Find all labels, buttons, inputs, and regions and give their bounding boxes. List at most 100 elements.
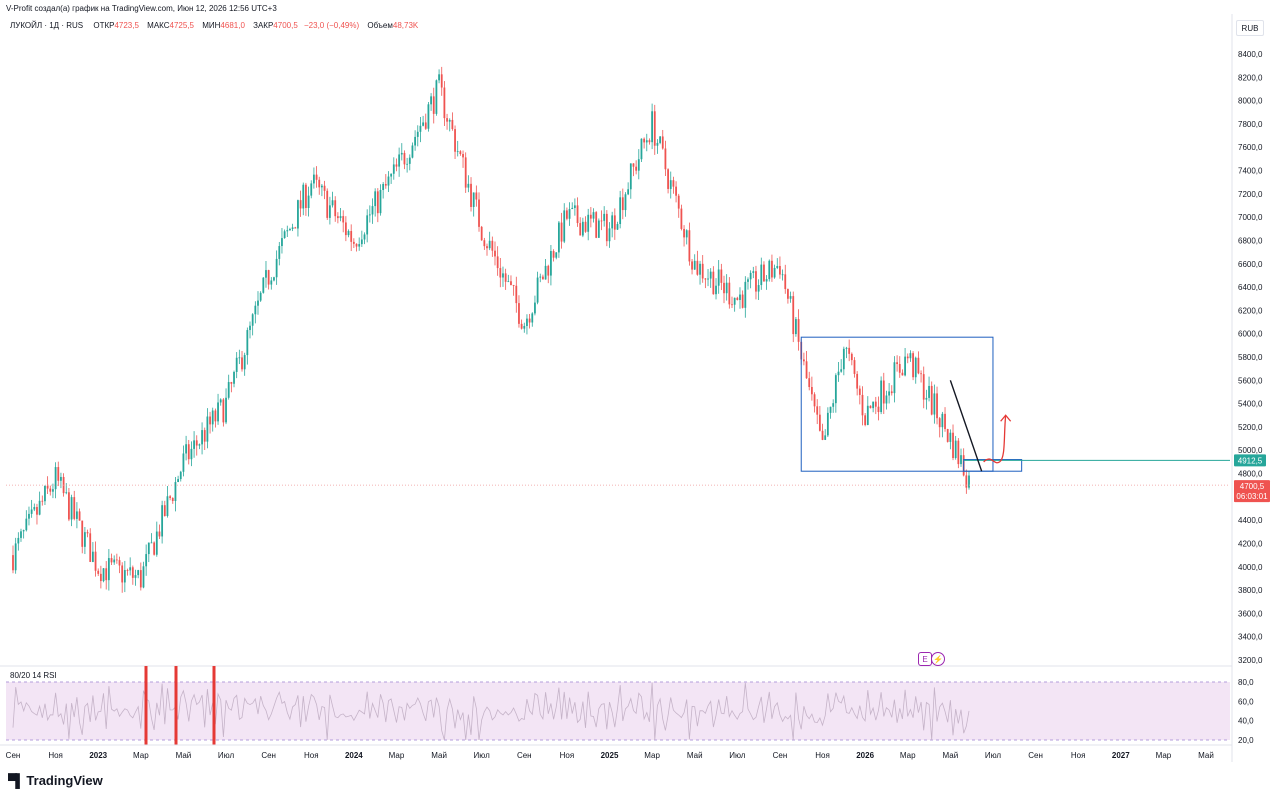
candle-body xyxy=(720,269,723,283)
candle-body xyxy=(182,453,185,472)
candle-body xyxy=(571,207,574,210)
time-tick-label: Июл xyxy=(218,751,235,760)
candle-body xyxy=(813,394,816,407)
time-tick-label: Мар xyxy=(900,751,916,760)
candle-body xyxy=(643,138,646,143)
earnings-badge[interactable]: E xyxy=(918,652,932,666)
candle-body xyxy=(438,74,440,81)
candle-body xyxy=(384,184,387,186)
candle-body xyxy=(757,285,760,292)
candle-body xyxy=(624,194,627,211)
tradingview-logo: ▀▌ TradingView xyxy=(8,773,103,788)
candle-body xyxy=(848,347,851,354)
candle-body xyxy=(302,184,305,209)
candle-body xyxy=(965,475,968,488)
price-axis[interactable]: 8400,0 8200,0 8000,0 7800,0 7600,0 7400,0 7200… xyxy=(1231,14,1263,762)
candle-body xyxy=(374,191,377,207)
lightning-icon[interactable]: ⚡ xyxy=(931,652,945,666)
candle-body xyxy=(174,482,177,502)
candle-body xyxy=(49,488,52,492)
candle-body xyxy=(528,318,531,323)
drawings-layer[interactable] xyxy=(6,336,1230,486)
candle-body xyxy=(432,96,435,114)
candle-body xyxy=(587,214,590,232)
rsi-label[interactable]: 80/20 14 RSI xyxy=(10,671,57,680)
candle-body xyxy=(267,270,270,285)
time-tick-label: Ноя xyxy=(48,751,63,760)
candle-body xyxy=(776,266,779,268)
price-tick-label: 3400,0 xyxy=(1238,633,1263,642)
candle-body xyxy=(430,96,432,105)
candle-body xyxy=(281,238,283,247)
candle-body xyxy=(826,412,829,436)
candle-body xyxy=(816,406,819,415)
candle-body xyxy=(797,319,800,342)
rsi-tick-label: 40,0 xyxy=(1238,717,1254,726)
candle-body xyxy=(60,476,62,481)
price-tick-label: 7200,0 xyxy=(1238,190,1263,199)
candle-body xyxy=(829,406,832,413)
candle-body xyxy=(171,498,174,502)
candle-body xyxy=(773,267,776,278)
candle-body xyxy=(941,413,944,428)
candle-body xyxy=(669,180,672,189)
candle-body xyxy=(906,356,909,359)
candle-body xyxy=(802,359,805,362)
time-tick-label: Мар xyxy=(1156,751,1172,760)
candle-body xyxy=(278,246,281,259)
candle-body xyxy=(736,297,739,300)
candle-body xyxy=(917,357,920,374)
candle-body xyxy=(930,385,933,415)
candle-body xyxy=(954,440,957,459)
price-tick-label: 5600,0 xyxy=(1238,376,1263,385)
candle-body xyxy=(555,252,558,258)
candle-body xyxy=(880,380,883,413)
candle-body xyxy=(115,559,118,561)
candle-body xyxy=(158,531,161,537)
candle-body xyxy=(123,570,126,583)
candle-body xyxy=(818,414,821,431)
time-tick-label: Сен xyxy=(1028,751,1043,760)
trend-line xyxy=(949,380,983,472)
time-axis[interactable]: Сен Ноя 2023 Мар Май Июл Сен Ноя 2024 Мар Май Июл Се… xyxy=(0,744,1232,760)
symbol-label[interactable]: ЛУКОЙЛ · 1Д · RUS xyxy=(10,21,84,30)
candle-body xyxy=(336,216,339,219)
low-label: МИН xyxy=(202,21,221,30)
candle-body xyxy=(637,159,640,171)
candle-body xyxy=(563,210,566,242)
candle-body xyxy=(595,212,598,238)
currency-button[interactable]: RUB xyxy=(1236,20,1264,36)
candle-body xyxy=(765,279,768,282)
price-tick-label: 5400,0 xyxy=(1238,400,1263,409)
candle-body xyxy=(805,361,808,379)
candle-body xyxy=(273,277,275,281)
candle-body xyxy=(400,152,403,155)
low-value: 4681,0 xyxy=(220,21,245,30)
candle-body xyxy=(142,566,145,588)
candle-body xyxy=(137,570,140,576)
candle-body xyxy=(840,369,843,372)
candle-body xyxy=(299,200,302,209)
candle-body xyxy=(403,152,406,165)
candle-body xyxy=(313,174,315,184)
candle-body xyxy=(821,430,824,440)
candle-body xyxy=(28,513,30,519)
candle-body xyxy=(134,575,137,578)
candle-body xyxy=(65,492,68,494)
candle-body xyxy=(155,531,158,555)
candle-body xyxy=(717,269,720,286)
candle-body xyxy=(376,191,379,214)
candle-body xyxy=(456,151,459,153)
candle-body xyxy=(741,294,744,308)
change-value: −23,0 (−0,49%) xyxy=(304,21,360,30)
price-tick-label: 6400,0 xyxy=(1238,283,1263,292)
candle-body xyxy=(97,570,100,574)
candle-body xyxy=(699,263,701,275)
candle-body xyxy=(131,567,134,578)
candle-body xyxy=(834,375,837,404)
rsi-pane[interactable]: 80,0 60,0 40,0 20,0 xyxy=(0,665,1254,745)
candle-body xyxy=(435,80,438,114)
candle-body xyxy=(584,221,587,232)
candle-body xyxy=(235,357,238,372)
